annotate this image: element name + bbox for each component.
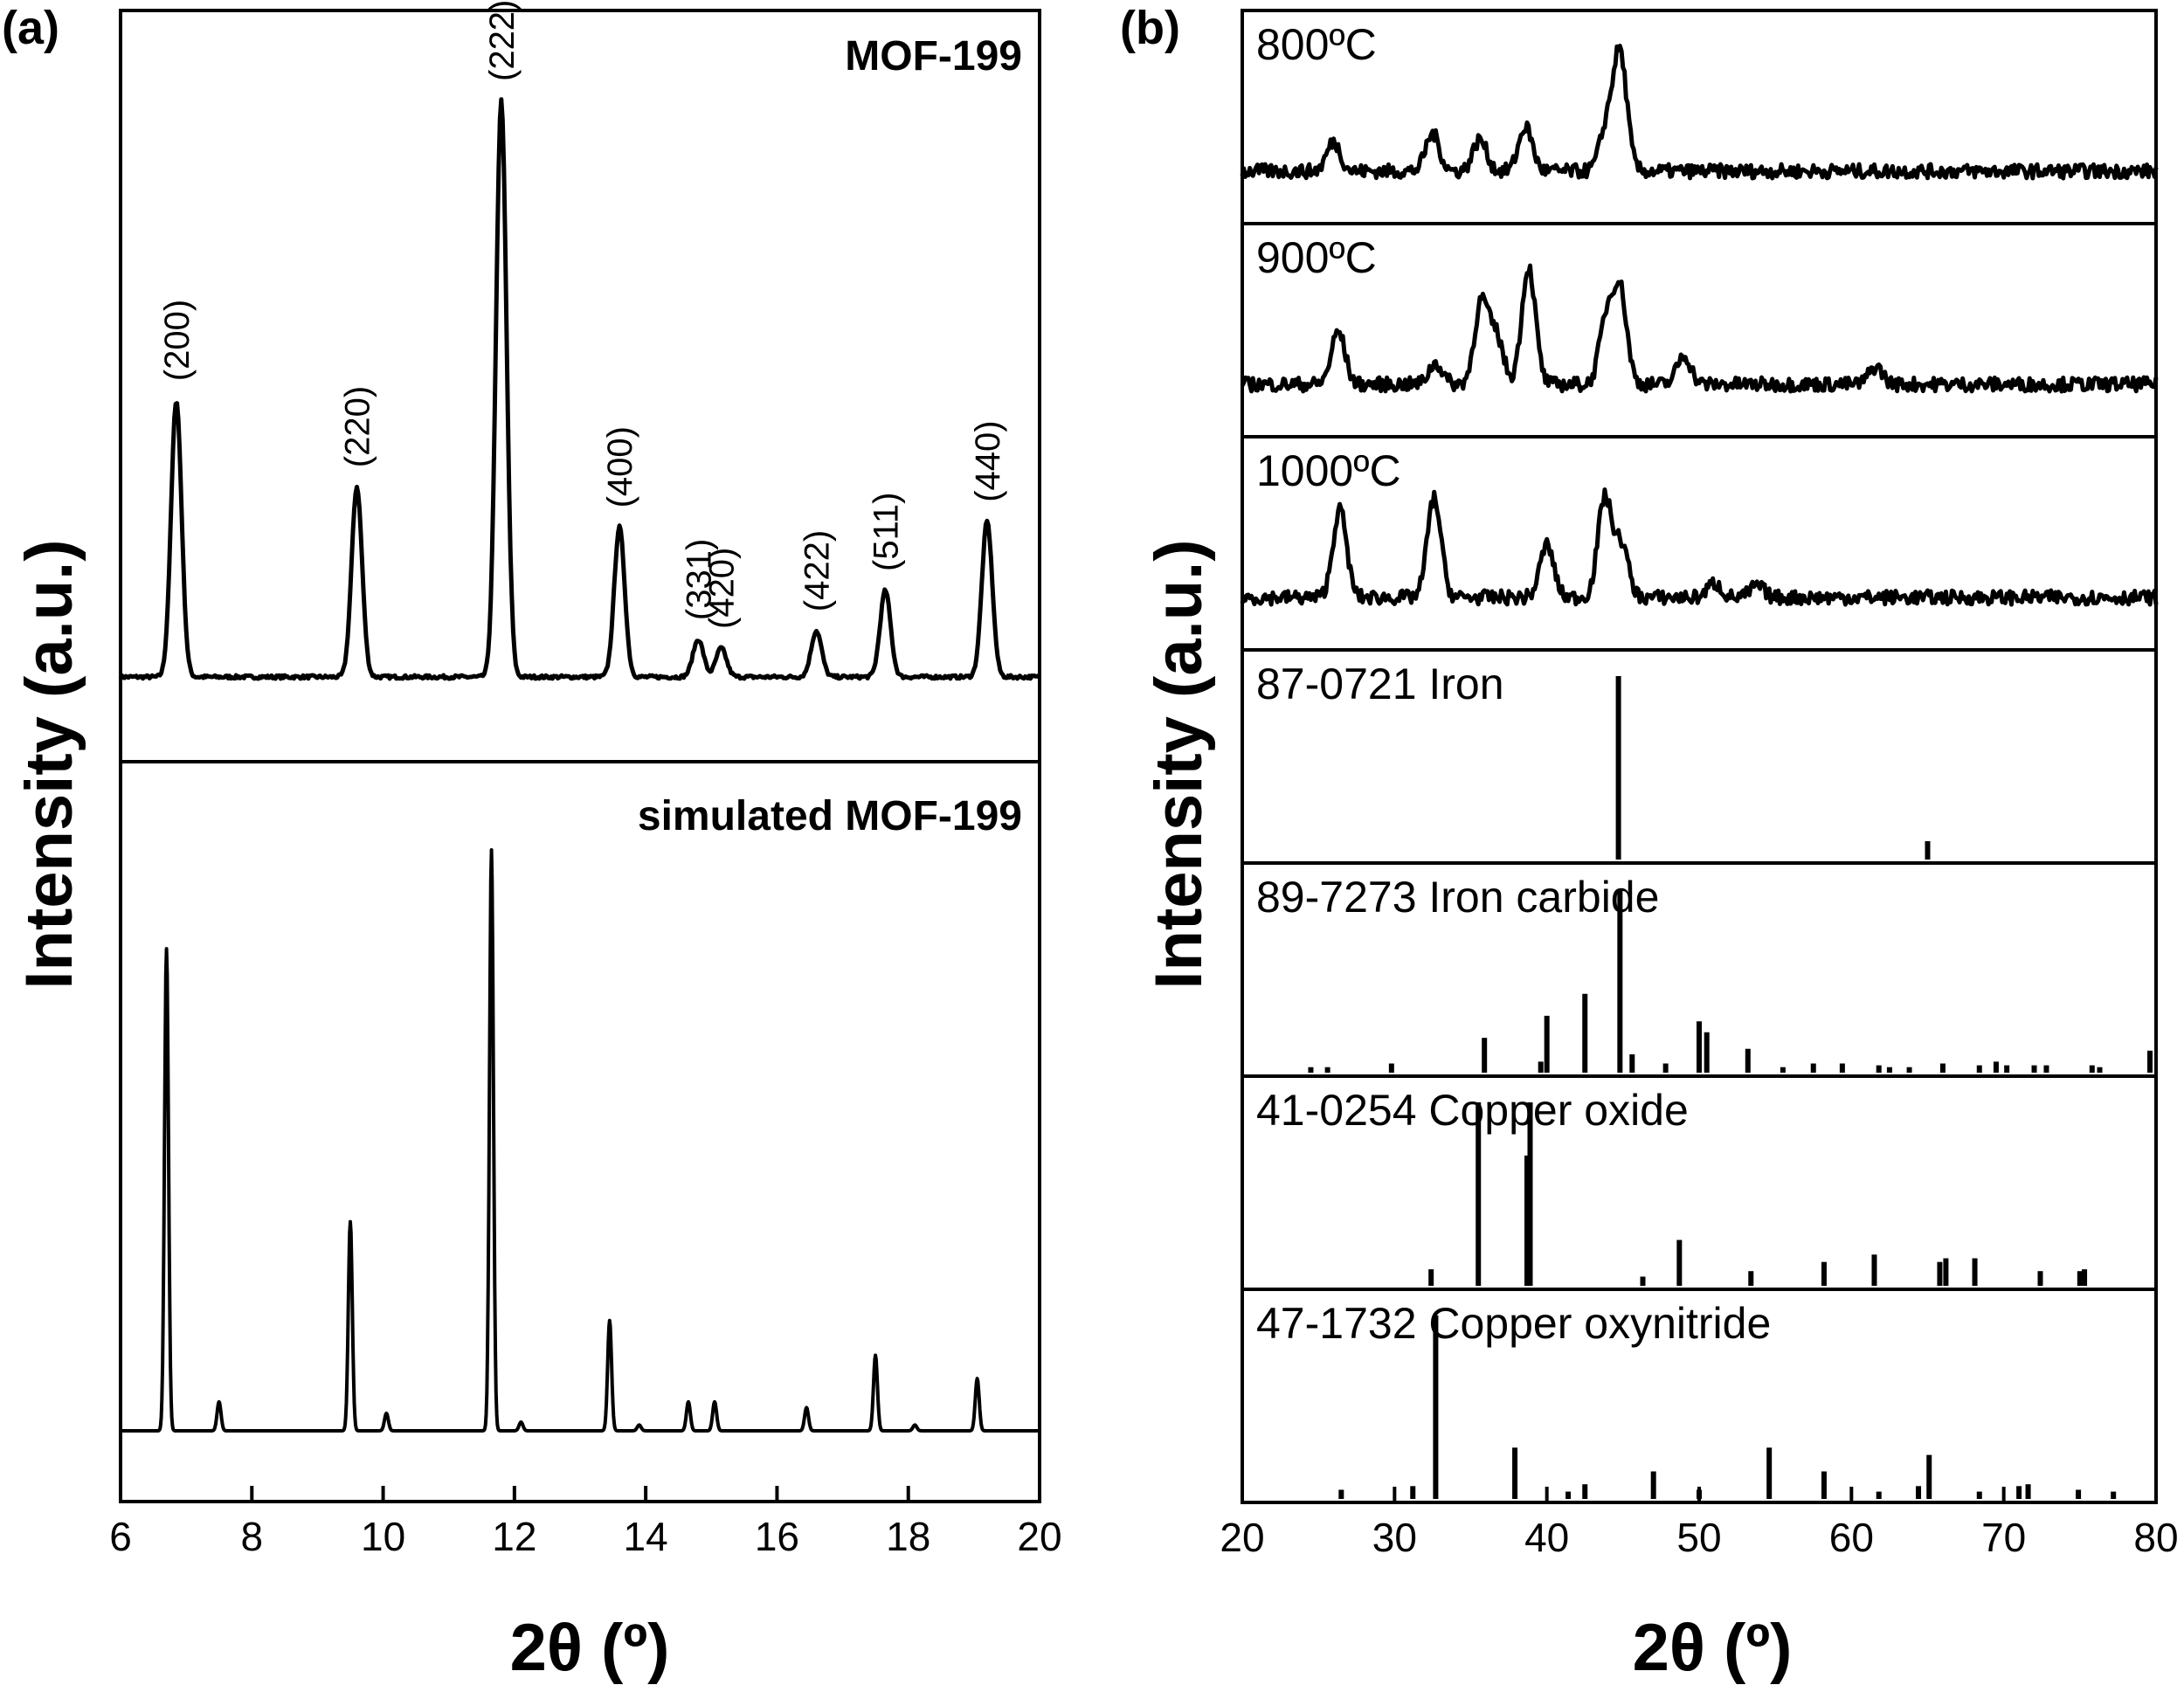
x-tick-label: 20 (1220, 1515, 1264, 1560)
panel-b: (b) Intensity (a.u.) 2θ (º) 800ºC 900ºC 10… (1120, 2, 2179, 1685)
peak-label: (220) (339, 386, 377, 467)
x-tick-label: 8 (240, 1514, 263, 1559)
panel-a-xlabel: 2θ (º) (510, 1611, 670, 1685)
panel-a-letter: (a) (2, 2, 59, 54)
x-tick-label: 20 (1017, 1514, 1061, 1559)
peak-label: (200) (158, 300, 197, 381)
panel-b-subplots: 800ºC 900ºC 1000ºC 87-0721 Iron 89-7273 Iron… (1240, 20, 2159, 1499)
mof-199-pattern (118, 97, 1042, 681)
panel-b-x-axis: 20 30 40 50 60 70 80 (1220, 1487, 2179, 1560)
x-tick-label: 70 (1981, 1515, 2026, 1560)
x-tick-label: 30 (1372, 1515, 1417, 1560)
panel-b-xlabel: 2θ (º) (1633, 1611, 1793, 1685)
panel-a-ylabel: Intensity (a.u.) (12, 539, 86, 989)
x-tick-label: 18 (886, 1514, 930, 1559)
subplot-label: 800ºC (1256, 20, 1377, 69)
subplot-label: 900ºC (1256, 233, 1377, 282)
peak-label: (222) (483, 0, 522, 81)
sample-pattern (1240, 263, 2159, 394)
panel-a-subplot-top-frame (119, 9, 1041, 763)
peak-label: (400) (601, 426, 639, 508)
subplot-label: 87-0721 Iron (1256, 659, 1504, 708)
panel-a-bottom-title: simulated MOF-199 (638, 793, 1022, 839)
subplot-label: 47-1732 Copper oxynitride (1256, 1299, 1771, 1348)
subplot-label: 1000ºC (1256, 446, 1401, 495)
x-tick-label: 6 (109, 1514, 132, 1559)
panel-a-top-title: MOF-199 (845, 33, 1022, 79)
x-tick-label: 40 (1524, 1515, 1569, 1560)
x-tick-label: 60 (1829, 1515, 1874, 1560)
panel-a: (a) Intensity (a.u.) 2θ (º) MOF-199 simu… (2, 0, 1062, 1685)
x-tick-label: 14 (624, 1514, 668, 1559)
peak-label: (422) (798, 530, 837, 611)
x-tick-label: 12 (492, 1514, 536, 1559)
peak-label: (440) (969, 420, 1007, 501)
panel-b-letter: (b) (1120, 2, 1180, 54)
panel-b-ylabel: Intensity (a.u.) (1142, 539, 1216, 989)
subplot-label: 41-0254 Copper oxide (1256, 1086, 1689, 1135)
x-tick-label: 10 (361, 1514, 405, 1559)
sample-pattern (1240, 44, 2159, 181)
peak-label: (420) (703, 548, 742, 629)
x-tick-label: 80 (2133, 1515, 2178, 1560)
subplot-label: 89-7273 Iron carbide (1256, 873, 1659, 922)
simulated-mof-199-pattern (119, 848, 1041, 1433)
panel-a-x-axis: 6 8 10 12 14 16 18 20 (109, 1486, 1062, 1559)
peak-label: (331) (680, 539, 718, 620)
panel-a-peak-labels: (200) (220) (222) (400) (331)(420) (422) (511)… (158, 0, 1007, 629)
x-tick-label: 16 (755, 1514, 799, 1559)
panel-a-subplot-bottom-frame (119, 760, 1041, 1503)
peak-label: (511) (867, 493, 905, 571)
panel-b-frame (1241, 9, 2158, 1504)
sample-pattern (1240, 487, 2159, 607)
x-tick-label: 50 (1676, 1515, 1721, 1560)
